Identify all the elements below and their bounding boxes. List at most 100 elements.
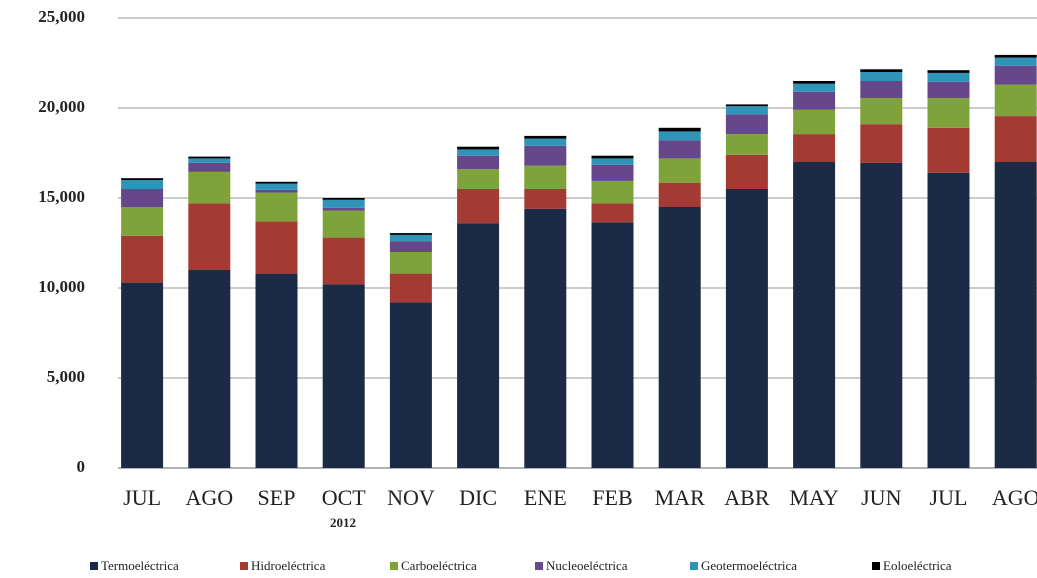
bar-segment [457,146,500,150]
legend-label: Nucleoeléctrica [546,558,628,573]
bar-segment [793,109,836,135]
legend-swatch [390,562,398,570]
bar-segment [188,162,231,172]
bar-segment [725,104,768,107]
bar-segment [927,127,970,173]
bar-segment [188,156,231,159]
bar-segment [658,127,701,132]
bar-segment [389,302,432,468]
bar-segment [524,135,567,139]
bar-segment [994,84,1037,117]
bar-segment [860,72,903,81]
bar-segment [994,116,1037,162]
bar-segment [121,235,164,283]
bar-segment [793,81,836,84]
bar-segment [793,162,836,468]
bar-segment [457,149,500,156]
annotation: 2012 [330,515,356,530]
bar-segment [121,178,164,180]
bar-segment [255,189,298,193]
x-tick-label: ABR [724,485,770,510]
bar-segment [121,180,164,189]
legend-label: Geotermoeléctrica [701,558,797,573]
bar-segment [188,203,231,270]
bar-segment [322,199,365,208]
bar-segment [389,233,432,235]
bar-segment [658,140,701,159]
bar-segment [658,158,701,183]
bar-segment [255,183,298,190]
bar-segment [860,98,903,125]
y-tick-label: 0 [77,457,86,476]
x-tick-label: JUN [861,485,901,510]
bar-segment [389,252,432,274]
bar-segment [524,165,567,189]
bar-segment [389,234,432,242]
bar-segment [927,81,970,99]
bar-segment [457,189,500,224]
x-tick-label: MAR [655,485,705,510]
bar-segment [524,138,567,146]
x-tick-label: ENE [524,485,567,510]
bar-segment [457,169,500,189]
bar-segment [860,162,903,468]
bar-segment [524,208,567,469]
bar-segment [658,207,701,468]
bar-segment [188,270,231,468]
bar-segment [725,134,768,155]
bar-segment [322,284,365,468]
bar-segment [927,172,970,469]
bar-segment [255,181,298,184]
y-tick-label: 10,000 [38,277,85,296]
bar-segment [994,54,1037,58]
legend-swatch [240,562,248,570]
bar-segment [322,207,365,211]
bar-segment [860,69,903,72]
bar-segment [457,155,500,170]
bar-segment [322,210,365,238]
legend-label: Eoloeléctrica [883,558,952,573]
bar-segment [725,106,768,115]
bar-segment [591,222,634,468]
bar-segment [658,182,701,207]
legend-label: Carboeléctrica [401,558,477,573]
bar-segment [591,203,634,223]
bar-segment [994,65,1037,85]
bar-segment [255,192,298,222]
x-tick-label: DIC [459,485,497,510]
bar-segment [591,164,634,181]
bar-segment [927,70,970,73]
bar-segment [121,189,164,207]
legend-swatch [90,562,98,570]
bar-segment [793,83,836,92]
bar-segment [389,273,432,303]
legend-label: Termoeléctrica [101,558,179,573]
y-tick-label: 5,000 [47,367,85,386]
x-tick-label: JUL [930,485,968,510]
bar-segment [658,131,701,141]
bar-segment [927,72,970,82]
legend-swatch [535,562,543,570]
x-tick-label: FEB [592,485,632,510]
x-tick-label: NOV [387,485,435,510]
bar-segment [994,162,1037,468]
bar-segment [793,134,836,162]
bar-segment [591,158,634,165]
bar-segment [457,223,500,468]
bar-segment [121,207,164,236]
legend-label: Hidroeléctrica [251,558,326,573]
bar-segment [725,114,768,135]
bar-segment [255,273,298,468]
x-tick-label: SEP [258,485,296,510]
bar-segment [927,98,970,128]
bar-segment [725,154,768,189]
x-tick-label: MAY [789,485,838,510]
bar-segment [591,180,634,204]
bar-segment [591,155,634,159]
x-tick-label: AGO [992,485,1037,510]
x-tick-label: OCT [322,485,367,510]
bar-segment [860,124,903,163]
bar-segment [725,189,768,468]
x-tick-label: JUL [123,485,161,510]
